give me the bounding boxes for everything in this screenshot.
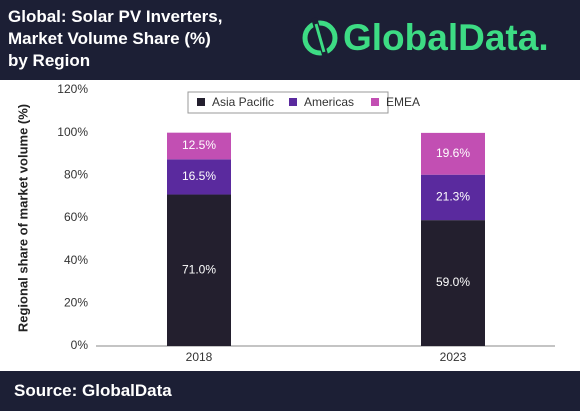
y-tick-label: 20% (64, 296, 88, 310)
y-tick-label: 0% (71, 338, 89, 352)
y-tick-label: 40% (64, 253, 88, 267)
value-label: 12.5% (182, 138, 216, 152)
y-axis-title: Regional share of market volume (%) (15, 104, 30, 332)
y-tick-label: 120% (57, 82, 88, 96)
legend-label: Asia Pacific (212, 95, 274, 109)
legend-box (187, 91, 389, 114)
value-label: 16.5% (182, 169, 216, 183)
source: Source: GlobalData (14, 381, 172, 400)
value-label: 71.0% (182, 262, 216, 276)
logo-text: GlobalData. (343, 17, 549, 58)
bar-segment (421, 174, 485, 221)
x-tick-label: 2023 (440, 350, 467, 364)
logo-icon (314, 23, 326, 53)
y-tick-label: 100% (57, 125, 88, 139)
legend-label: Americas (304, 95, 354, 109)
logo: GlobalData. (302, 17, 549, 59)
legend-marker (197, 98, 205, 106)
value-label: 19.6% (436, 146, 470, 160)
footer: Source: GlobalData (0, 371, 580, 411)
legend-marker (289, 98, 297, 106)
bar-segment (421, 132, 485, 175)
y-tick-label: 60% (64, 210, 88, 224)
y-tick-label: 80% (64, 168, 88, 182)
legend-label: EMEA (386, 95, 420, 109)
x-tick-label: 2018 (186, 350, 213, 364)
value-label: 21.3% (436, 190, 470, 204)
chart: Regional share of market volume (%) 0% 20… (15, 82, 555, 364)
header: Global: Solar PV Inverters, Market Volum… (0, 0, 580, 80)
bar-segment (421, 220, 485, 346)
bar-segment (167, 132, 231, 160)
legend-marker (371, 98, 379, 106)
logo-icon (302, 20, 338, 56)
chart-title: Global: Solar PV Inverters, Market Volum… (8, 7, 223, 70)
bar-segment (167, 194, 231, 346)
bar-segment (167, 159, 231, 195)
value-label: 59.0% (436, 275, 470, 289)
